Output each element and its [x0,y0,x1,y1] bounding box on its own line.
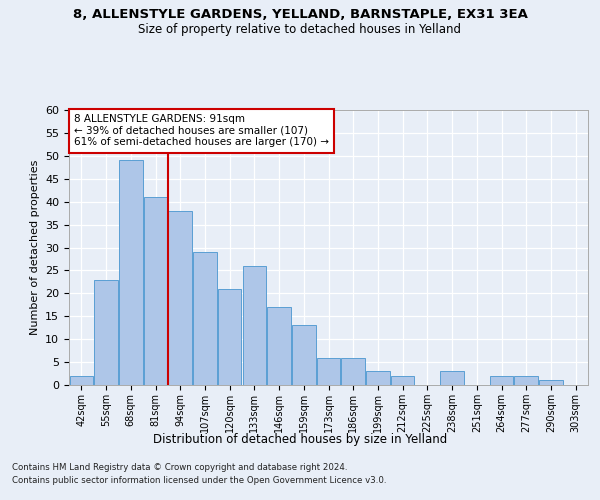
Bar [514,376,538,385]
Bar [242,266,266,385]
Bar [292,326,316,385]
Text: Contains HM Land Registry data © Crown copyright and database right 2024.: Contains HM Land Registry data © Crown c… [12,462,347,471]
Text: 8 ALLENSTYLE GARDENS: 91sqm
← 39% of detached houses are smaller (107)
61% of se: 8 ALLENSTYLE GARDENS: 91sqm ← 39% of det… [74,114,329,148]
Text: Contains public sector information licensed under the Open Government Licence v3: Contains public sector information licen… [12,476,386,485]
Bar [317,358,340,385]
Bar [366,371,389,385]
Bar [218,289,241,385]
Bar [94,280,118,385]
Text: 8, ALLENSTYLE GARDENS, YELLAND, BARNSTAPLE, EX31 3EA: 8, ALLENSTYLE GARDENS, YELLAND, BARNSTAP… [73,8,527,20]
Bar [341,358,365,385]
Bar [169,211,192,385]
Text: Distribution of detached houses by size in Yelland: Distribution of detached houses by size … [153,432,447,446]
Bar [391,376,415,385]
Y-axis label: Number of detached properties: Number of detached properties [29,160,40,335]
Bar [119,160,143,385]
Bar [440,371,464,385]
Bar [70,376,93,385]
Bar [268,307,291,385]
Bar [193,252,217,385]
Bar [490,376,513,385]
Bar [144,197,167,385]
Text: Size of property relative to detached houses in Yelland: Size of property relative to detached ho… [139,22,461,36]
Bar [539,380,563,385]
